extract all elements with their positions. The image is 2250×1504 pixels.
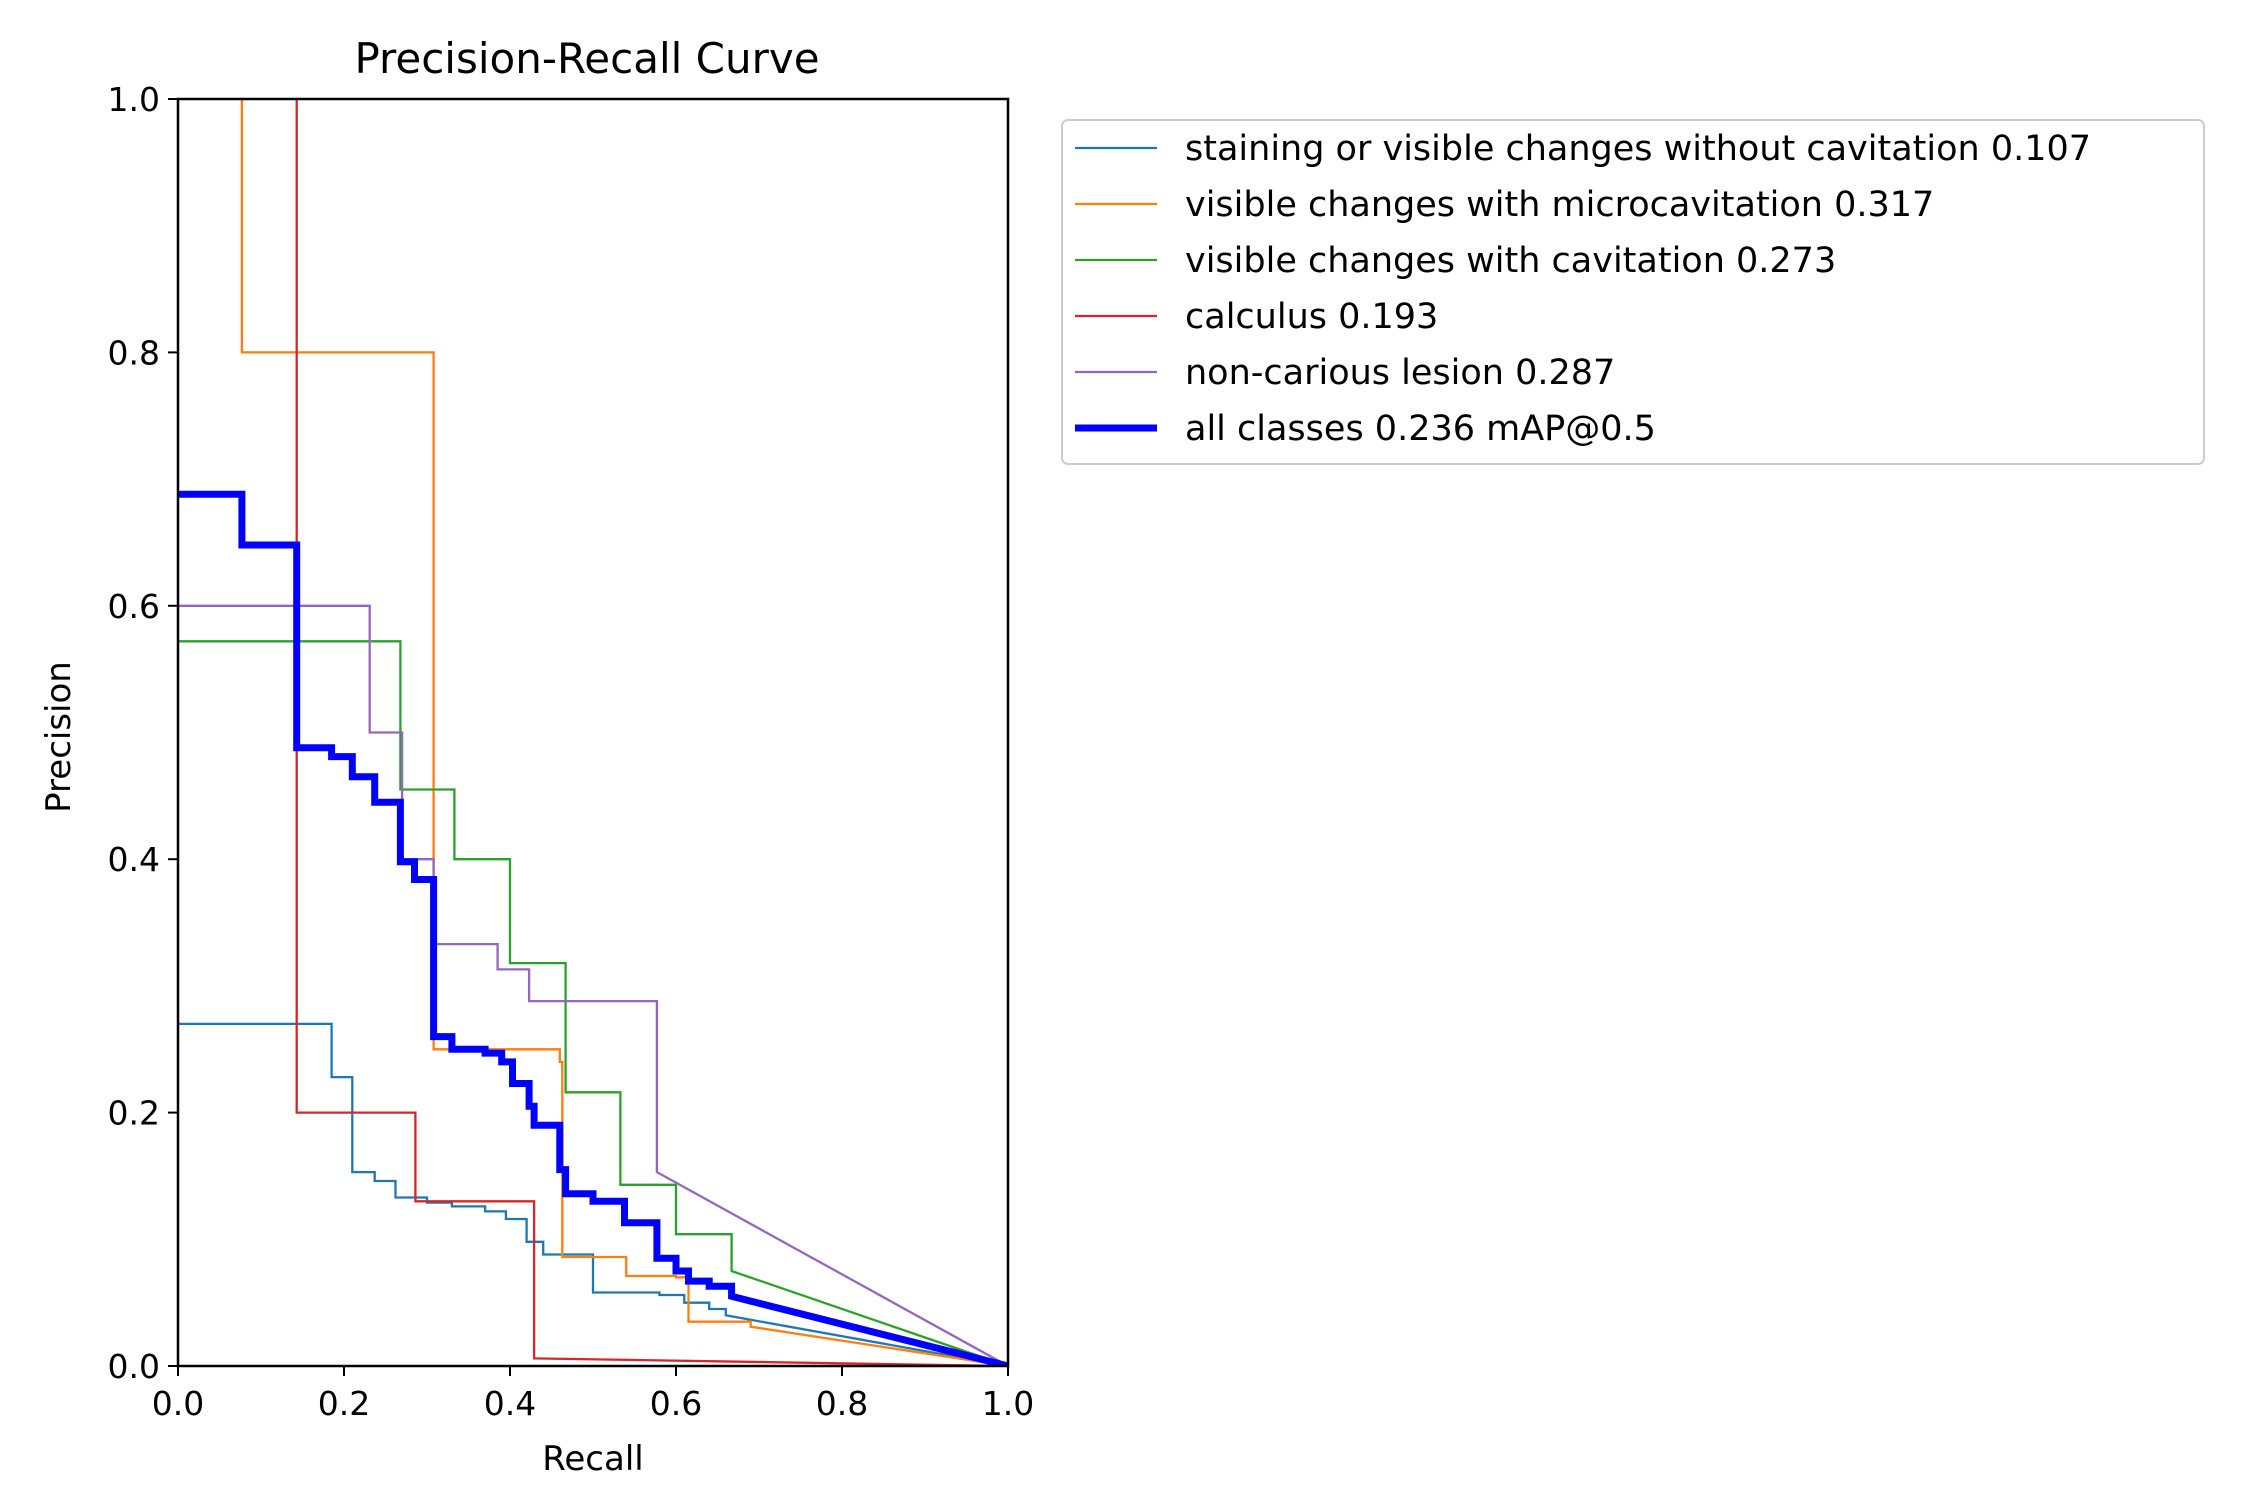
y-axis-label: Precision [39, 661, 79, 813]
legend-label: staining or visible changes without cavi… [1185, 129, 2091, 169]
x-axis-label: Recall [542, 1439, 643, 1479]
legend-label: calculus 0.193 [1185, 297, 1438, 337]
plot-area [178, 99, 1008, 1366]
legend-label: visible changes with microcavitation 0.3… [1185, 185, 1934, 225]
x-tick-label: 0.2 [318, 1384, 370, 1423]
y-tick-label: 0.6 [108, 587, 160, 626]
series-line-2 [240, 99, 1008, 1366]
legend: staining or visible changes without cavi… [1061, 119, 2205, 465]
legend-label: visible changes with cavitation 0.273 [1185, 241, 1836, 281]
series-line-1 [178, 1022, 1008, 1366]
y-axis: 0.0 0.2 0.4 0.6 0.8 1.0 [108, 80, 178, 1386]
y-tick-label: 0.2 [108, 1094, 160, 1133]
legend-label: non-carious lesion 0.287 [1185, 353, 1615, 393]
series-line-4 [295, 99, 1008, 1366]
x-tick-label: 0.6 [650, 1384, 702, 1423]
x-tick-label: 0.0 [152, 1384, 204, 1423]
y-tick-label: 1.0 [108, 80, 160, 119]
chart-title: Precision-Recall Curve [354, 34, 819, 83]
x-tick-label: 0.8 [816, 1384, 868, 1423]
legend-label: all classes 0.236 mAP@0.5 [1185, 409, 1656, 449]
series-line-3 [178, 640, 1008, 1366]
series-line-5 [178, 604, 1008, 1366]
plot-frame [176, 97, 1010, 1368]
y-tick-label: 0.8 [108, 333, 160, 372]
x-tick-label: 1.0 [982, 1384, 1034, 1423]
y-tick-label: 0.4 [108, 840, 160, 879]
y-tick-label: 0.0 [108, 1347, 160, 1386]
series-line-6 [178, 490, 1008, 1366]
legend-box [1061, 119, 2205, 465]
x-axis: 0.0 0.2 0.4 0.6 0.8 1.0 [152, 1366, 1034, 1423]
x-tick-label: 0.4 [484, 1384, 536, 1423]
